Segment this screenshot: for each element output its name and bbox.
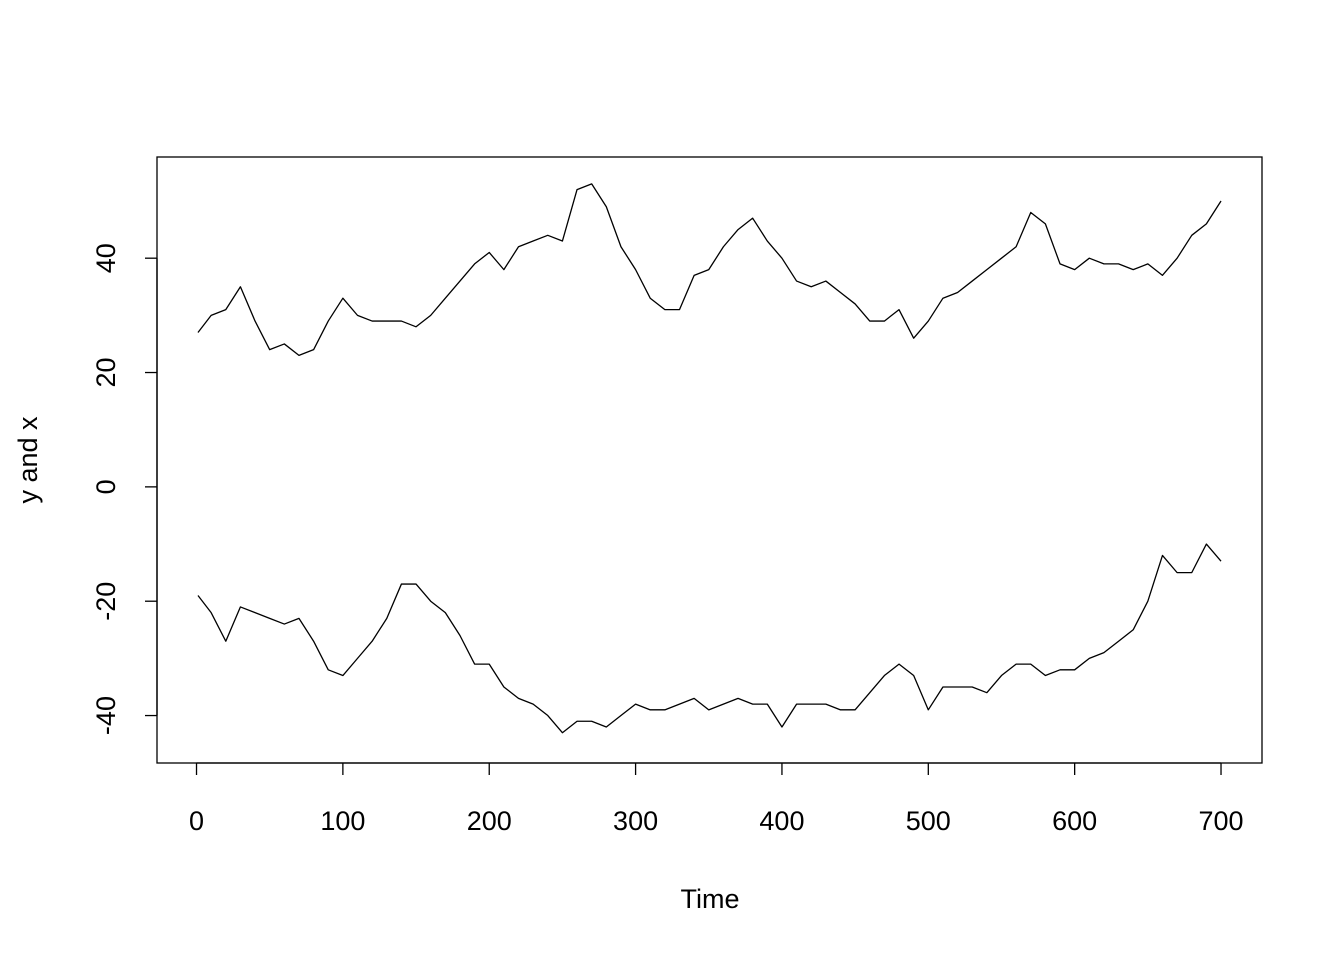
x-tick-label: 600: [1052, 806, 1097, 836]
x-tick-label: 300: [613, 806, 658, 836]
x-tick-label: 500: [906, 806, 951, 836]
y-tick-label: 0: [91, 479, 121, 494]
y-axis-label: y and x: [13, 416, 43, 504]
x-tick-label: 100: [320, 806, 365, 836]
x-tick-label: 700: [1198, 806, 1243, 836]
plot-frame: [156, 156, 1263, 764]
x-tick-label: 200: [467, 806, 512, 836]
y-tick-label: 40: [91, 243, 121, 273]
series-line: [197, 543, 1222, 734]
y-tick-label: -40: [91, 696, 121, 735]
y-tick-label: 20: [91, 358, 121, 388]
y-tick-label: -20: [91, 582, 121, 621]
x-tick-label: 400: [759, 806, 804, 836]
x-axis-label: Time: [681, 884, 740, 914]
x-tick-label: 0: [189, 806, 204, 836]
series-line: [197, 183, 1222, 357]
